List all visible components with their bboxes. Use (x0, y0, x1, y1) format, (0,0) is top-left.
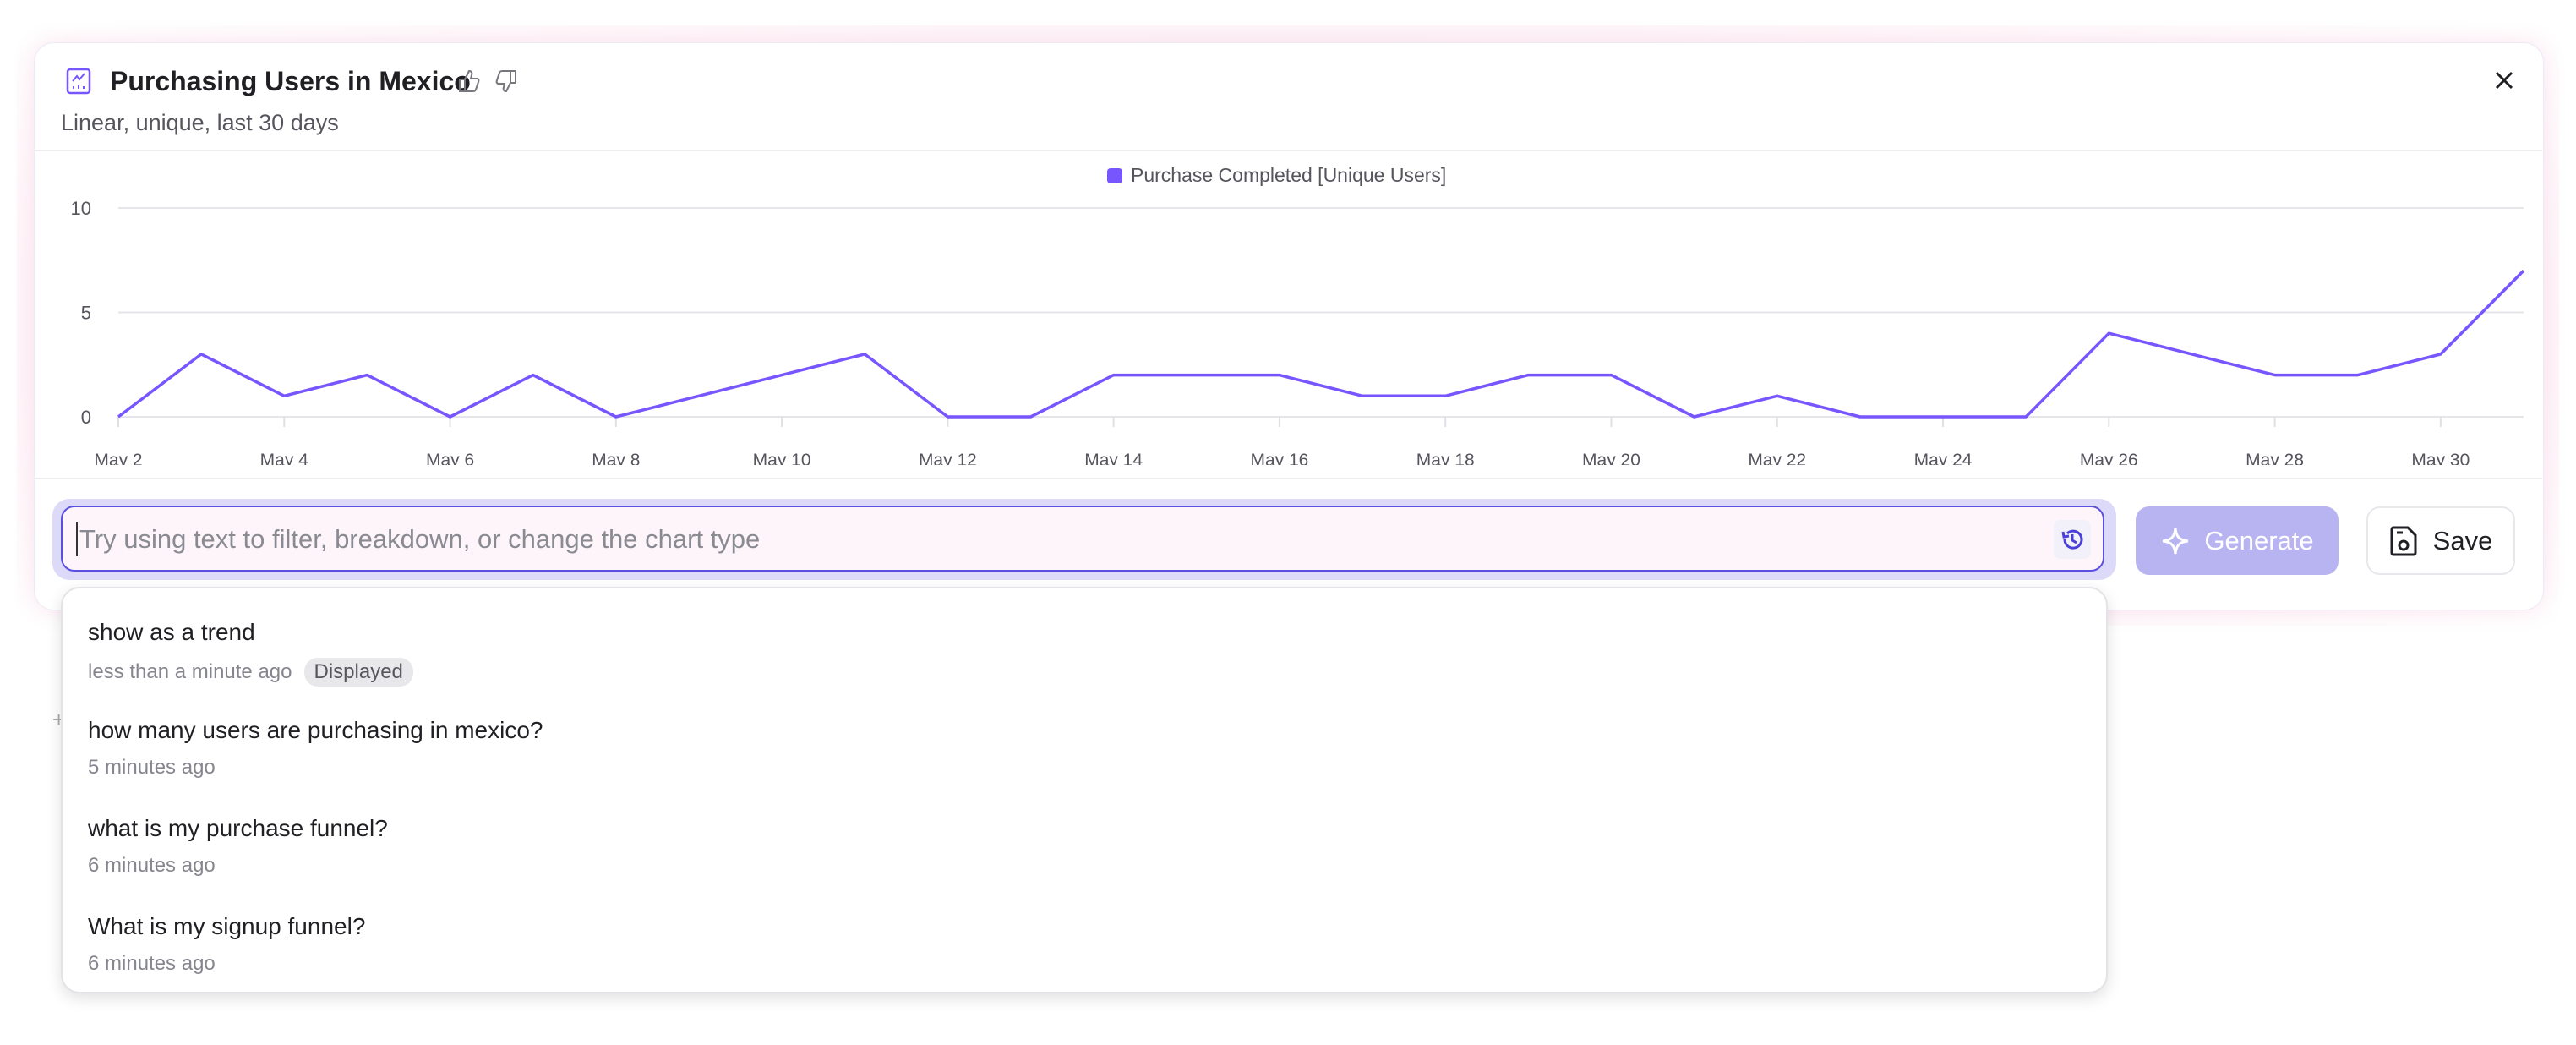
x-tick-label: May 6 (426, 451, 474, 465)
x-tick-label: May 18 (1416, 451, 1475, 465)
y-tick-label: 5 (81, 303, 91, 324)
generate-button[interactable]: Generate (2136, 506, 2339, 575)
history-icon (2061, 529, 2083, 550)
x-tick-label: May 4 (260, 451, 309, 465)
x-tick-label: May 12 (919, 451, 977, 465)
chart-title: Purchasing Users in Mexico (110, 66, 471, 96)
thumbs-up-icon[interactable] (456, 68, 482, 95)
legend-swatch (1107, 167, 1122, 183)
x-tick-label: May 16 (1250, 451, 1308, 465)
history-query: what is my purchase funnel? (88, 815, 388, 841)
history-dropdown: show as a trend less than a minute ago Di… (61, 587, 2108, 993)
history-query: What is my signup funnel? (88, 913, 366, 939)
history-query: how many users are purchasing in mexico? (88, 717, 543, 743)
x-tick-label: May 10 (753, 451, 811, 465)
legend-label: Purchase Completed [Unique Users] (1131, 164, 1447, 186)
line-chart-icon (66, 68, 91, 95)
y-tick-label: 0 (81, 407, 91, 428)
chart-legend[interactable]: Purchase Completed [Unique Users] (1107, 164, 1446, 187)
x-tick-label: May 30 (2411, 451, 2470, 465)
save-label: Save (2432, 525, 2493, 555)
history-query: show as a trend (88, 619, 255, 645)
x-tick-label: May 8 (592, 451, 640, 465)
history-item[interactable]: show as a trend less than a minute ago Di… (88, 619, 413, 687)
history-item[interactable]: how many users are purchasing in mexico?… (88, 717, 543, 780)
x-tick-label: May 26 (2080, 451, 2138, 465)
history-item[interactable]: what is my purchase funnel? 6 minutes ag… (88, 815, 388, 878)
x-tick-label: May 24 (1914, 451, 1973, 465)
sparkle-icon (2163, 528, 2189, 554)
y-tick-label: 10 (71, 198, 91, 219)
generate-label: Generate (2204, 525, 2314, 555)
history-button[interactable] (2054, 520, 2091, 559)
history-time: less than a minute ago (88, 660, 292, 683)
displayed-badge: Displayed (303, 658, 413, 687)
chart-subtitle: Linear, unique, last 30 days (61, 110, 339, 135)
x-tick-label: May 14 (1084, 451, 1143, 465)
header-divider (34, 150, 2542, 151)
chart-divider (34, 478, 2542, 479)
prompt-input[interactable] (76, 522, 2025, 556)
history-time: 6 minutes ago (88, 952, 216, 975)
save-button[interactable]: Save (2366, 506, 2515, 575)
line-chart: 0 5 10 May 2 May 4 May 6 May 8 May 10 May 12 May … (71, 198, 2525, 465)
history-time: 6 minutes ago (88, 854, 216, 877)
x-tick-label: May 22 (1748, 451, 1806, 465)
history-item[interactable]: What is my signup funnel? 6 minutes ago (88, 913, 365, 976)
close-icon[interactable] (2491, 68, 2517, 93)
thumbs-down-icon[interactable] (494, 68, 519, 95)
prompt-field[interactable] (61, 506, 2104, 572)
save-icon (2390, 526, 2417, 555)
series-line (117, 269, 2525, 419)
x-tick-label: May 20 (1582, 451, 1640, 465)
x-tick-label: May 28 (2246, 451, 2304, 465)
x-tick-label: May 2 (94, 451, 142, 465)
history-time: 5 minutes ago (88, 756, 216, 779)
